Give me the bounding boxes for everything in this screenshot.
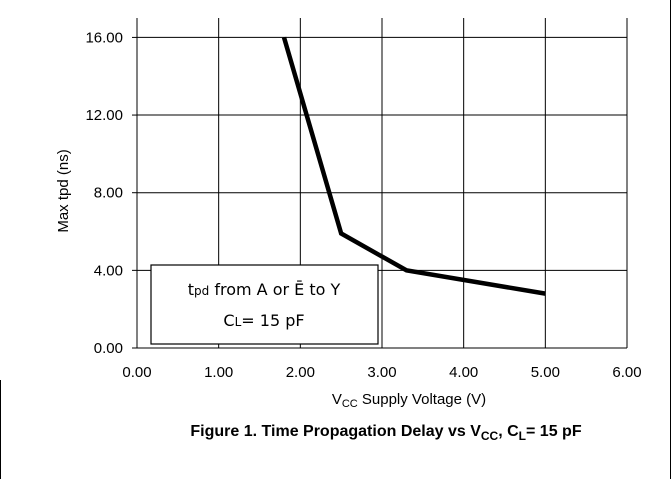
- series-line: [281, 36, 546, 296]
- annotation-line-2: CL= 15 pF: [223, 311, 304, 330]
- grid: [137, 18, 628, 348]
- annotation-line-1: tpd from A or Ē to Y: [188, 280, 341, 299]
- x-axis-label: VCC Supply Voltage (V): [332, 391, 486, 410]
- x-tick-label: 0.00: [122, 364, 151, 381]
- y-tick-label: 0.00: [94, 340, 123, 357]
- x-tick-label: 3.00: [367, 364, 396, 381]
- axes: [132, 18, 627, 349]
- x-tick-label: 1.00: [204, 364, 233, 381]
- y-tick-label: 8.00: [94, 185, 123, 202]
- x-tick-labels: 0.00 1.00 2.00 3.00 4.00 5.00 6.00: [122, 364, 641, 381]
- y-tick-label: 16.00: [85, 29, 123, 46]
- x-tick-label: 5.00: [531, 364, 560, 381]
- x-tick-label: 4.00: [449, 364, 478, 381]
- y-axis-label: Max tpd (ns): [55, 149, 72, 232]
- x-tick-label: 2.00: [286, 364, 315, 381]
- series: [281, 36, 546, 296]
- y-tick-label: 4.00: [94, 262, 123, 279]
- annotation-box: tpd from A or Ē to Y CL= 15 pF: [150, 264, 379, 345]
- figure-caption: Figure 1. Time Propagation Delay vs VCC,…: [190, 423, 581, 443]
- y-tick-label: 12.00: [85, 107, 123, 124]
- x-tick-label: 6.00: [612, 364, 641, 381]
- y-tick-labels: 0.00 4.00 8.00 12.00 16.00: [85, 29, 123, 357]
